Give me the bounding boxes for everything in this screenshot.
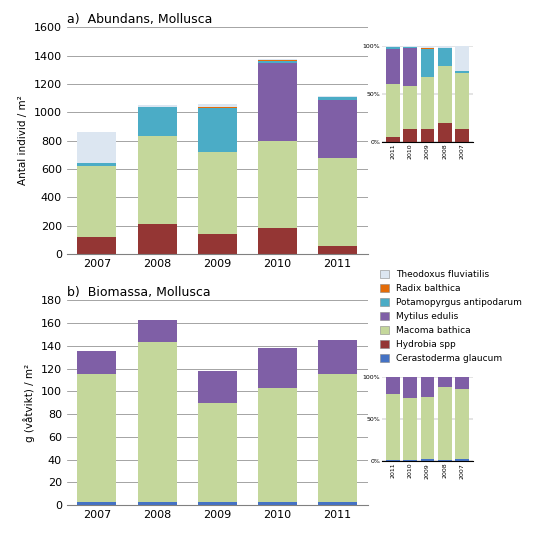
Bar (258, 61, 297, 63)
Bar (438, 460, 452, 461)
Bar (403, 86, 417, 129)
Bar (438, 48, 452, 66)
Bar (138, 502, 177, 505)
Y-axis label: g (våtvikt) / m²: g (våtvikt) / m² (23, 364, 35, 442)
Bar (438, 46, 452, 48)
Bar (403, 129, 417, 142)
Bar (77, 374, 116, 502)
Bar (421, 129, 434, 142)
Bar (421, 377, 434, 397)
Bar (318, 246, 357, 254)
Bar (198, 371, 237, 403)
Bar (318, 158, 357, 246)
Bar (198, 234, 237, 254)
Bar (421, 459, 434, 461)
Bar (318, 374, 357, 502)
Bar (403, 460, 417, 461)
Bar (421, 46, 434, 48)
Bar (421, 49, 434, 77)
Bar (138, 224, 177, 254)
Bar (386, 460, 400, 461)
Bar (421, 397, 434, 459)
Bar (258, 59, 297, 60)
Bar (198, 403, 237, 502)
Bar (198, 108, 237, 152)
Bar (198, 104, 237, 108)
Bar (438, 387, 452, 460)
Bar (403, 48, 417, 86)
Text: a)  Abundans, Mollusca: a) Abundans, Mollusca (67, 13, 212, 26)
Bar (258, 228, 297, 254)
Bar (318, 96, 357, 97)
Bar (456, 71, 470, 73)
Bar (403, 377, 417, 398)
Bar (138, 319, 177, 342)
Bar (386, 48, 400, 49)
Bar (318, 502, 357, 505)
Bar (456, 73, 470, 129)
Bar (318, 100, 357, 158)
Bar (258, 141, 297, 228)
Bar (456, 389, 470, 460)
Bar (258, 60, 297, 61)
Bar (386, 137, 400, 142)
Bar (258, 348, 297, 388)
Bar (386, 84, 400, 137)
Bar (77, 132, 116, 163)
Bar (138, 108, 177, 135)
Y-axis label: Antal individ / m²: Antal individ / m² (18, 96, 28, 186)
Text: b)  Biomassa, Mollusca: b) Biomassa, Mollusca (67, 286, 211, 299)
Bar (386, 377, 400, 394)
Bar (438, 66, 452, 123)
Bar (386, 49, 400, 84)
Bar (77, 502, 116, 505)
Bar (138, 105, 177, 108)
Bar (403, 398, 417, 460)
Bar (198, 152, 237, 234)
Bar (77, 166, 116, 237)
Bar (77, 163, 116, 166)
Bar (198, 502, 237, 505)
Bar (456, 460, 470, 461)
Bar (438, 377, 452, 387)
Bar (403, 47, 417, 48)
Bar (138, 342, 177, 502)
Legend: Theodoxus fluviatilis, Radix balthica, Potamopyrgus antipodarum, Mytilus edulis,: Theodoxus fluviatilis, Radix balthica, P… (378, 269, 524, 365)
Bar (258, 388, 297, 502)
Bar (456, 377, 470, 389)
Bar (77, 237, 116, 254)
Bar (456, 129, 470, 142)
Bar (421, 77, 434, 129)
Bar (438, 123, 452, 142)
Bar (318, 97, 357, 100)
Bar (318, 340, 357, 374)
Bar (138, 135, 177, 224)
Bar (456, 46, 470, 71)
Bar (258, 63, 297, 141)
Bar (386, 394, 400, 460)
Bar (77, 352, 116, 374)
Bar (258, 502, 297, 505)
